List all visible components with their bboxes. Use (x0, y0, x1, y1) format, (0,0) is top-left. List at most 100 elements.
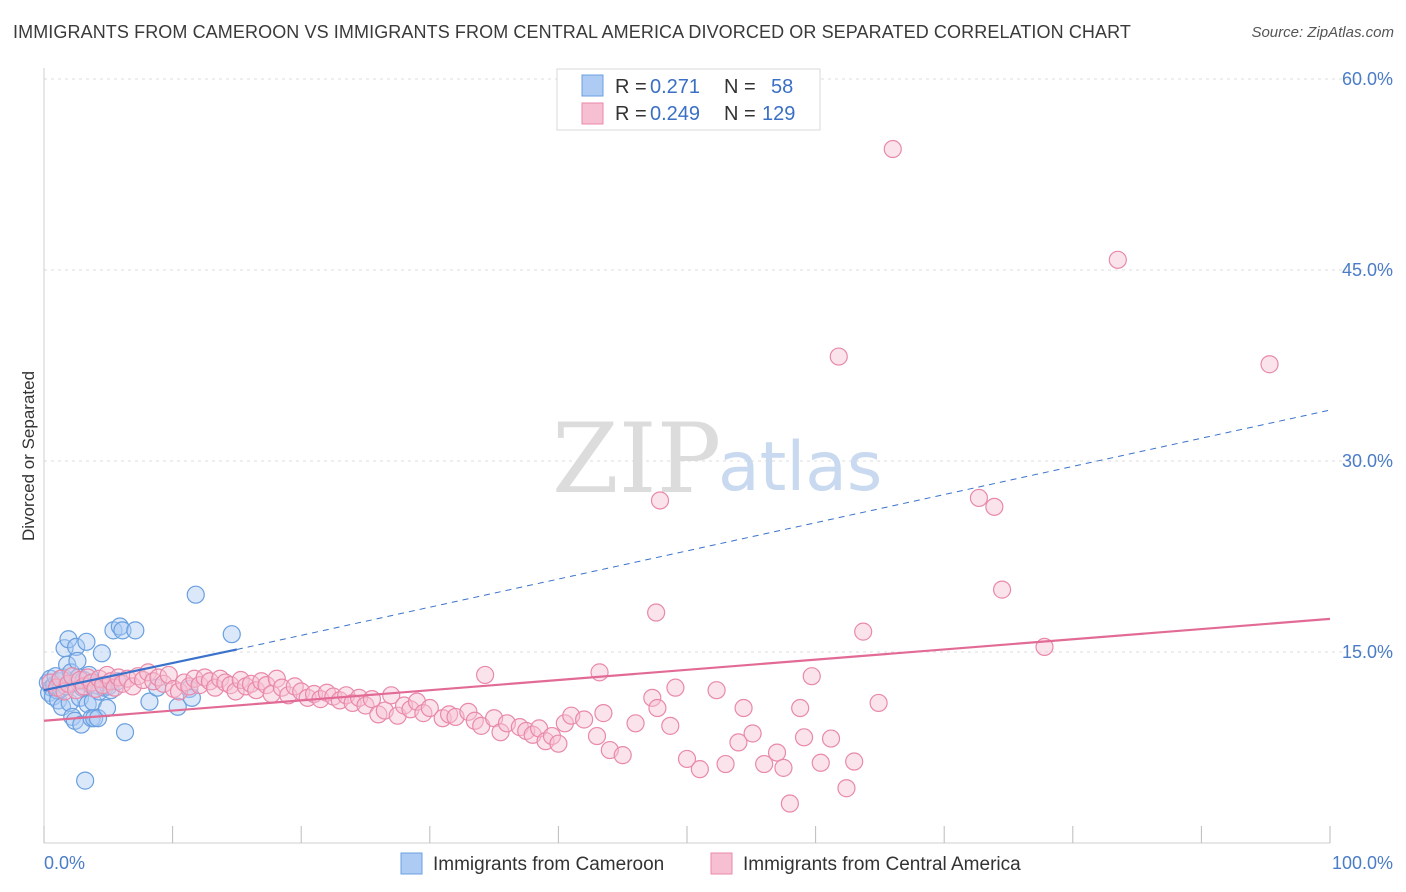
y-axis-label: Divorced or Separated (19, 371, 38, 541)
y-tick-labels: 15.0% 30.0% 45.0% 60.0% (1342, 69, 1393, 662)
data-point-1-27 (159, 665, 178, 685)
data-point-0-29 (76, 771, 95, 790)
legend-r-label-2: R = (615, 103, 647, 125)
y-tick-label-1: 30.0% (1342, 451, 1393, 471)
legend-r-value-1: 0.271 (650, 76, 700, 98)
data-point-1-106 (716, 754, 735, 774)
data-point-1-66 (382, 686, 401, 705)
data-point-0-16 (59, 630, 78, 649)
data-point-0-51 (140, 692, 159, 711)
legend-n-label-1: N = (724, 76, 756, 98)
data-point-1-92 (587, 726, 607, 746)
watermark: ZIP atlas (552, 403, 882, 515)
data-point-0-40 (92, 644, 111, 663)
data-point-1-28 (164, 679, 183, 699)
data-point-1-119 (837, 779, 856, 798)
data-point-1-129 (985, 497, 1004, 516)
legend-n-value-1: 58 (771, 76, 793, 98)
data-point-1-130 (992, 580, 1012, 599)
data-point-1-93 (594, 704, 613, 723)
data-point-0-22 (67, 637, 86, 657)
legend-r-label-1: R = (615, 76, 647, 98)
data-point-1-46 (257, 676, 276, 695)
y-tick-label-2: 45.0% (1342, 260, 1393, 280)
data-point-1-125 (829, 347, 848, 366)
data-point-1-20 (123, 677, 142, 696)
data-point-1-126 (1108, 250, 1127, 269)
watermark-zip: ZIP (552, 403, 721, 515)
data-point-1-105 (707, 681, 726, 700)
data-point-1-123 (854, 622, 873, 641)
data-point-1-120 (845, 752, 864, 771)
data-point-1-132 (650, 491, 670, 510)
data-point-0-49 (115, 723, 135, 742)
data-point-1-61 (349, 688, 369, 707)
data-point-1-117 (811, 753, 830, 772)
data-point-1-89 (555, 714, 574, 733)
series-points (38, 139, 1279, 813)
data-point-1-29 (169, 682, 189, 701)
data-point-1-103 (677, 749, 697, 769)
data-point-0-42 (97, 698, 117, 718)
legend-n-label-2: N = (724, 103, 756, 125)
series-central-america (41, 139, 1279, 813)
trend-line-cameroon (43, 648, 238, 692)
bottom-legend-swatch-blue (400, 852, 423, 875)
data-point-1-118 (821, 729, 841, 748)
data-point-1-49 (272, 678, 292, 697)
source-credit: Source: ZipAtlas.com (1251, 24, 1394, 41)
data-point-1-91 (575, 710, 594, 729)
data-point-1-87 (542, 726, 562, 746)
data-point-1-96 (626, 714, 645, 733)
legend-swatch-pink (581, 102, 604, 125)
data-point-1-112 (774, 758, 793, 777)
data-point-1-48 (267, 669, 286, 688)
data-point-1-110 (755, 754, 774, 774)
data-point-1-72 (420, 698, 439, 718)
data-point-1-36 (205, 678, 225, 697)
watermark-atlas: atlas (718, 428, 882, 507)
legend-swatch-blue (581, 74, 604, 97)
gridlines (44, 78, 1393, 653)
data-point-1-97 (475, 665, 495, 685)
legend-r-value-2: 0.249 (650, 103, 700, 125)
chart-title: IMMIGRANTS FROM CAMEROON VS IMMIGRANTS F… (13, 22, 1131, 42)
data-point-1-108 (734, 698, 753, 718)
legend-box: R = 0.271 N = 58 R = 0.249 N = 129 (556, 68, 821, 131)
data-point-1-99 (643, 688, 662, 707)
legend-n-value-2: 129 (762, 103, 795, 125)
data-point-1-26 (154, 674, 173, 693)
data-point-1-95 (613, 746, 632, 765)
x-tick-label-max: 100.0% (1332, 853, 1393, 873)
trend-lines (43, 409, 1331, 722)
axes (43, 68, 1331, 844)
data-point-0-23 (68, 651, 87, 671)
data-point-1-76 (459, 702, 478, 721)
data-point-0-50 (126, 621, 145, 640)
bottom-legend: Immigrants from Cameroon Immigrants from… (400, 852, 1021, 875)
data-point-1-104 (690, 760, 709, 779)
data-point-0-30 (77, 632, 96, 651)
data-point-0-57 (222, 625, 241, 644)
data-point-1-127 (1260, 355, 1279, 374)
x-tick-labels: 0.0% 100.0% (44, 853, 1393, 873)
data-point-1-88 (549, 734, 568, 753)
data-point-1-44 (247, 681, 266, 700)
trend-line-central-america (43, 617, 1331, 722)
data-point-1-111 (767, 743, 787, 762)
data-point-0-48 (113, 621, 132, 640)
x-tick-label-min: 0.0% (44, 853, 85, 873)
data-point-1-101 (661, 716, 680, 735)
data-point-1-122 (647, 603, 666, 622)
data-point-1-114 (791, 698, 810, 718)
data-point-1-128 (969, 488, 989, 508)
bottom-legend-swatch-pink (710, 852, 733, 875)
data-point-1-124 (883, 139, 902, 159)
data-point-1-107 (729, 733, 748, 752)
data-point-1-113 (780, 794, 799, 813)
data-point-1-80 (491, 723, 510, 742)
data-point-1-40 (226, 682, 245, 701)
data-point-1-115 (794, 728, 814, 747)
data-point-1-109 (743, 724, 762, 743)
data-point-1-116 (802, 667, 821, 686)
